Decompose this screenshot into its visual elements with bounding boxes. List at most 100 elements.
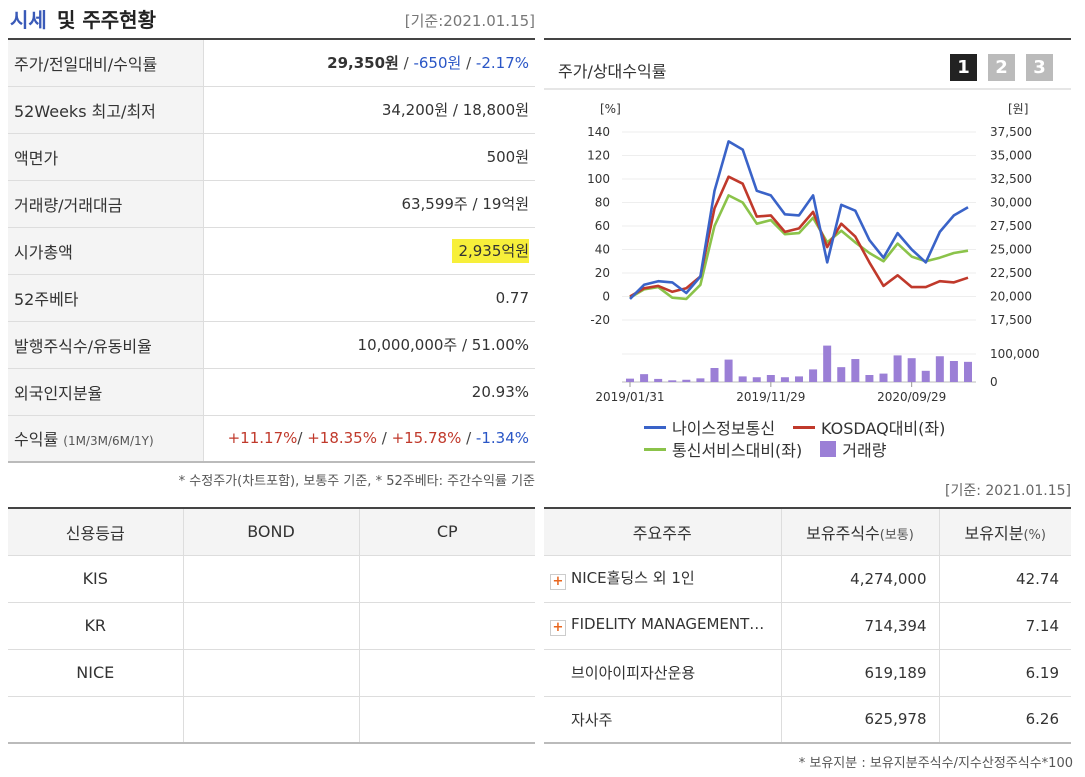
holder-shares: 4,274,000 (781, 555, 940, 603)
shares-value: 10,000,000주 / 51.00% (203, 321, 535, 369)
volume-bar (837, 367, 846, 382)
y-tick-label: 80 (595, 196, 610, 210)
holders-reference-date: [기준: 2021.01.15] (944, 483, 1071, 499)
y-tick-label: 120 (587, 149, 610, 163)
table-row: NICE (8, 649, 535, 697)
volume-bar (780, 377, 789, 382)
table-row: 주가/전일대비/수익률 29,350원 / -650원 / -2.17% (8, 39, 535, 87)
section-title-highlight: 시세 (10, 8, 47, 32)
holder-name: + NICE홀딩스 외 1인 (544, 555, 782, 603)
footnote-ownership: * 보유지분 : 보유지분주식수/지수산정주식수*100 (798, 756, 1073, 771)
legend-swatch (644, 447, 666, 451)
chart-title: 주가/상대수익률 (558, 62, 667, 81)
legend-swatch (644, 425, 666, 429)
chart-divider (544, 88, 1071, 90)
volume-tick-label: 100,000 (990, 347, 1040, 361)
series-line (629, 175, 969, 298)
price-label: 주가/전일대비/수익률 (8, 39, 204, 87)
table-row: 외국인지분율 20.93% (8, 368, 535, 416)
volume-bar (640, 374, 649, 382)
y-tick-label: 0 (602, 290, 610, 304)
chart-tab-3[interactable]: 3 (1026, 54, 1053, 81)
table-row: 브이아이피자산운용 619,189 6.19 (544, 649, 1071, 697)
table-header-row: 주요주주 보유주식수(보통) 보유지분(%) (544, 508, 1071, 556)
y-right-tick-label: 37,500 (990, 125, 1032, 139)
right-axis-unit: [원] (1008, 102, 1028, 116)
legend-item: 거래량 (820, 437, 886, 461)
chart-tab-2[interactable]: 2 (988, 54, 1015, 81)
chart-tabs: 1 2 3 (950, 54, 1053, 81)
legend-swatch (793, 425, 816, 429)
market-cap-value: 2,935억원 (203, 227, 535, 275)
credit-rating-table: 신용등급 BOND CP KIS KR NICE (8, 507, 535, 744)
shares-header: 보유주식수(보통) (781, 508, 940, 556)
y-tick-label: 40 (595, 243, 610, 257)
volume-bar (949, 361, 958, 382)
w52-value: 34,200원 / 18,800원 (203, 86, 535, 134)
volume-tick-label: 0 (990, 375, 998, 389)
return-label: 수익률 (1M/3M/6M/1Y) (8, 415, 204, 463)
table-row: KIS (8, 555, 535, 603)
legend-item: 나이스정보통신 (644, 415, 775, 439)
table-row: 52주베타 0.77 (8, 274, 535, 322)
price-chart: [%] [원] 140 37,500 120 35,000 100 32,500 80 30,00… (587, 102, 1040, 404)
y-tick-label: 60 (595, 219, 610, 233)
agency-name: KIS (8, 555, 184, 603)
x-tick-label: 2019/01/31 (595, 390, 664, 404)
table-row: KR (8, 602, 535, 650)
market-cap-label: 시가총액 (8, 227, 204, 275)
y-tick-label: 100 (587, 172, 610, 186)
volume-bar (654, 378, 663, 382)
shareholders-table: 주요주주 보유주식수(보통) 보유지분(%) + NICE홀딩스 외 1인 4,2… (544, 507, 1071, 744)
table-row: 수익률 (1M/3M/6M/1Y) +11.17%/ +18.35% / +15… (8, 415, 535, 463)
foreign-value: 20.93% (203, 368, 535, 416)
y-right-tick-label: 30,000 (990, 196, 1032, 210)
volume-bar (893, 355, 902, 382)
holder-shares: 714,394 (781, 602, 940, 650)
volume-bar (879, 373, 888, 382)
volume-bar (682, 379, 691, 382)
expand-icon[interactable]: + (550, 620, 566, 636)
credit-header: 신용등급 (8, 508, 184, 556)
expand-icon[interactable]: + (550, 574, 566, 590)
y-right-tick-label: 20,000 (990, 290, 1032, 304)
volume-bar (865, 375, 874, 382)
face-value: 500원 (203, 133, 535, 181)
chart-legend: 나이스정보통신 KOSDAQ대비(좌) 통신서비스대비(좌) 거래량 (644, 416, 957, 460)
table-row: 발행주식수/유동비율 10,000,000주 / 51.00% (8, 321, 535, 369)
volume-bar (964, 361, 972, 382)
face-value-label: 액면가 (8, 133, 204, 181)
table-row: 액면가 500원 (8, 133, 535, 181)
volume-label: 거래량/거래대금 (8, 180, 204, 228)
table-row: + FIDELITY MANAGEMENT… 714,394 7.14 (544, 602, 1071, 650)
w52-label: 52Weeks 최고/최저 (8, 86, 204, 134)
volume-bar (921, 370, 930, 382)
x-tick-label: 2019/11/29 (736, 390, 805, 404)
y-right-tick-label: 27,500 (990, 219, 1032, 233)
volume-bar (696, 378, 705, 382)
holder-pct: 6.19 (939, 649, 1071, 697)
table-row: + NICE홀딩스 외 1인 4,274,000 42.74 (544, 555, 1071, 603)
volume-bar (795, 376, 803, 382)
y-tick-label: 20 (595, 266, 610, 280)
return-value: +11.17%/ +18.35% / +15.78% / -1.34% (203, 415, 535, 463)
price-value: 29,350원 / -650원 / -2.17% (203, 39, 535, 87)
volume-bar (738, 376, 747, 382)
agency-name: NICE (8, 649, 184, 697)
chart-tab-1[interactable]: 1 (950, 54, 977, 81)
volume-bar (668, 380, 677, 382)
legend-item: KOSDAQ대비(좌) (793, 415, 945, 439)
left-axis-unit: [%] (600, 102, 621, 116)
reference-date: [기준:2021.01.15] (404, 12, 535, 30)
legend-item: 통신서비스대비(좌) (644, 437, 802, 461)
bond-header: BOND (183, 508, 360, 556)
volume-bar (935, 356, 944, 382)
volume-bar (766, 375, 775, 382)
footnote-adjusted: * 수정주가(차트포함), 보통주 기준, * 52주베타: 주간수익률 기준 (178, 474, 535, 489)
y-tick-label: -20 (590, 313, 610, 327)
chart-panel: 주가/상대수익률 1 2 3 [%] [원] 140 37,500 120 35,000 1… (544, 38, 1071, 467)
y-right-tick-label: 17,500 (990, 313, 1032, 327)
table-row: 거래량/거래대금 63,599주 / 19억원 (8, 180, 535, 228)
agency-name: KR (8, 602, 184, 650)
holder-shares: 619,189 (781, 649, 940, 697)
